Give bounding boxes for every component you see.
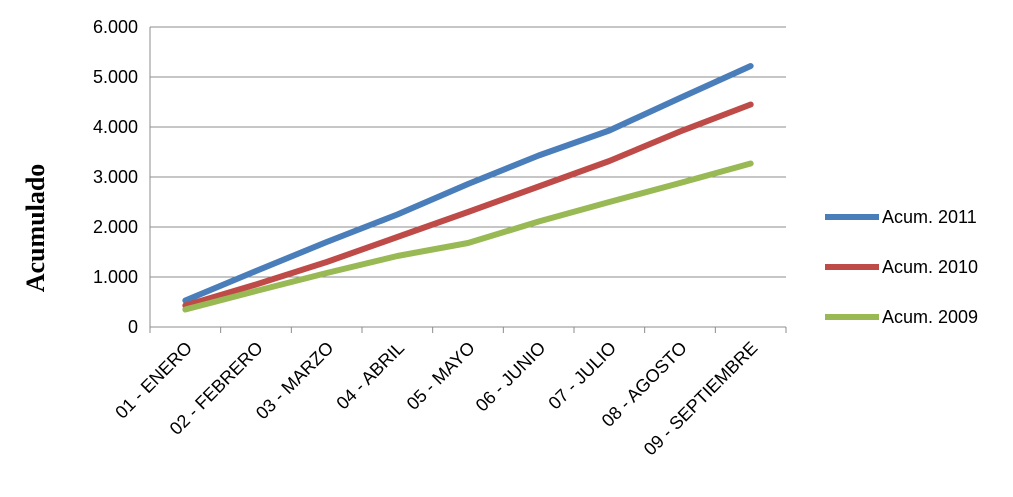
series-lines [182,63,754,313]
legend-label: Acum. 2010 [882,257,978,277]
legend-label: Acum. 2009 [882,307,978,327]
y-tick-label: 0 [128,317,138,337]
x-tick-label: 05 - MAYO [403,338,479,414]
y-tick-label: 3.000 [93,167,138,187]
y-axis-ticks: 0 1.000 2.000 3.000 4.000 5.000 6.000 [93,17,138,337]
series-line [182,160,754,313]
y-axis-label: Acumulado [21,164,50,293]
axes [149,27,787,333]
series-line [182,63,754,304]
x-tick-label: 07 - JULIO [544,338,620,414]
y-tick-label: 2.000 [93,217,138,237]
legend-label: Acum. 2011 [882,207,977,227]
y-tick-label: 1.000 [93,267,138,287]
y-tick-label: 4.000 [93,117,138,137]
legend: Acum. 2011 Acum. 2010 Acum. 2009 [825,207,978,327]
y-tick-label: 6.000 [93,17,138,37]
x-tick-label: 06 - JUNIO [472,338,550,416]
gridlines [150,26,786,278]
x-tick-label: 04 - ABRIL [332,338,408,414]
y-tick-label: 5.000 [93,67,138,87]
series-line [182,101,754,309]
